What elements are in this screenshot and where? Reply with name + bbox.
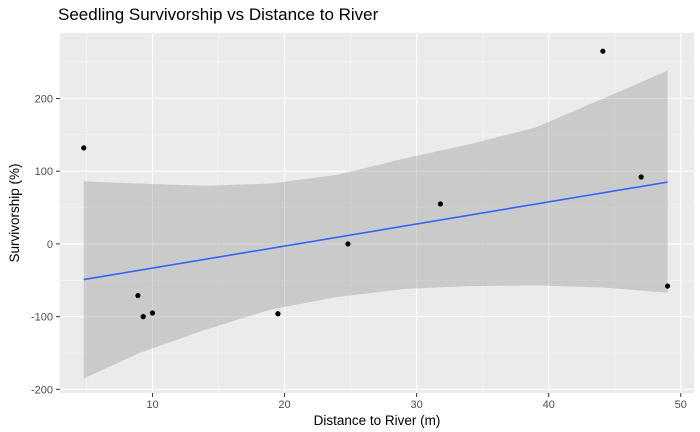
data-point xyxy=(135,292,141,299)
data-points xyxy=(81,48,671,320)
y-tick-label: -200 xyxy=(31,384,53,396)
y-axis-title: Survivorship (%) xyxy=(7,163,22,262)
chart-title: Seedling Survivorship vs Distance to Riv… xyxy=(58,5,379,24)
y-tick-label: 100 xyxy=(35,166,53,178)
data-point xyxy=(275,311,281,317)
data-point xyxy=(149,310,156,316)
data-point xyxy=(140,314,146,320)
grid-lines xyxy=(60,33,694,393)
x-tick-label: 20 xyxy=(278,399,290,411)
data-point xyxy=(638,174,644,180)
data-point xyxy=(345,241,351,247)
data-point xyxy=(81,145,87,151)
y-tick-label: 0 xyxy=(47,239,53,251)
x-tick-label: 40 xyxy=(543,399,555,411)
x-tick-label: 10 xyxy=(146,399,158,411)
y-tick-label: 200 xyxy=(35,93,53,105)
data-point xyxy=(437,201,443,207)
x-tick-label: 50 xyxy=(675,399,687,411)
y-tick-label: -100 xyxy=(31,312,53,324)
axis-ticks: 10 20 30 40 50 -200 -100 0 100 200 xyxy=(31,93,687,411)
confidence-band xyxy=(83,70,668,379)
x-axis-title: Distance to River (m) xyxy=(314,413,441,428)
trend-line xyxy=(83,181,668,281)
data-point xyxy=(664,283,671,289)
x-tick-label: 30 xyxy=(411,399,423,411)
data-point xyxy=(600,48,606,54)
plot-panel xyxy=(60,33,694,393)
